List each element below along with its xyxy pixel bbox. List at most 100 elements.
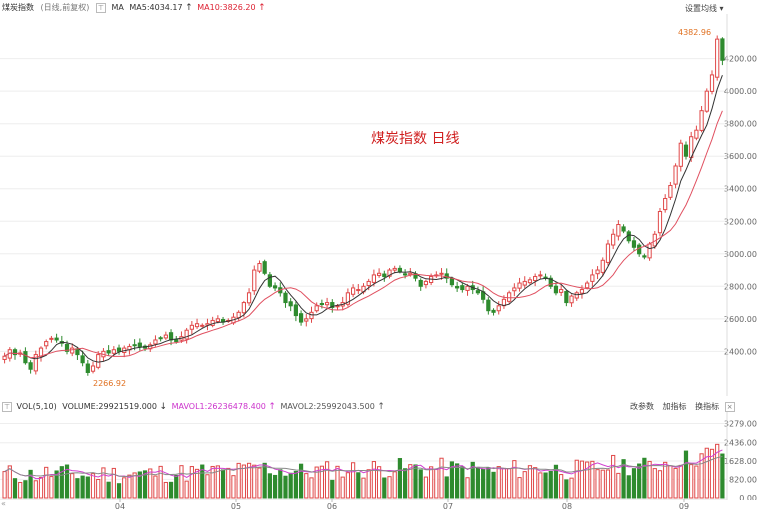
- volume-bar: [283, 475, 288, 499]
- candle-body: [397, 267, 403, 273]
- candle-body: [507, 292, 512, 302]
- volume-bar: [220, 469, 226, 499]
- candle-body: [392, 267, 397, 271]
- volume-bar: [605, 469, 611, 499]
- candle-body: [709, 74, 715, 92]
- ma10-value: MA10:3826.20: [197, 3, 256, 12]
- chart-watermark: 煤炭指数 日线: [371, 131, 460, 147]
- ma10-line: [4, 110, 723, 359]
- candle-body: [418, 279, 423, 287]
- volume-bar: [517, 477, 522, 499]
- volume-bar: [600, 469, 605, 499]
- volume-bar: [54, 470, 59, 499]
- volume-bar: [444, 476, 449, 499]
- candle-body: [70, 347, 75, 354]
- mavol2-up-arrow-icon: ↑: [377, 402, 385, 412]
- volume-bar: [481, 468, 486, 499]
- volume-bar: [226, 467, 231, 499]
- change-params-button[interactable]: 改参数: [630, 402, 654, 411]
- volume-bar: [194, 468, 200, 499]
- candle-body: [262, 261, 267, 274]
- candle-body: [720, 38, 725, 61]
- volume-bar: [460, 466, 465, 499]
- volume-bar: [376, 466, 382, 499]
- volume-bar: [12, 478, 18, 499]
- volume-bar: [330, 479, 335, 499]
- volume-bar: [267, 473, 272, 499]
- volume-bar: [663, 461, 668, 499]
- time-axis: 04 05 06 07 08 09: [0, 499, 727, 511]
- close-icon[interactable]: ×: [724, 401, 735, 412]
- candle-body: [559, 289, 564, 293]
- volume-bar: [64, 464, 70, 499]
- candle-body: [694, 129, 699, 139]
- candle-body: [600, 259, 605, 273]
- volume-bar: [694, 465, 699, 499]
- add-indicator-button[interactable]: 加指标: [662, 402, 687, 411]
- volume-bar: [252, 464, 257, 499]
- candle-body: [356, 289, 361, 292]
- candle-body: [439, 272, 444, 275]
- volume-bar: [715, 443, 720, 499]
- candle-body: [153, 339, 158, 345]
- candle-body: [423, 280, 429, 286]
- volume-bar: [553, 464, 559, 499]
- candle-body: [189, 324, 194, 330]
- volume-bar: [486, 467, 491, 499]
- candle-body: [319, 303, 325, 306]
- volume-bar: [699, 453, 704, 499]
- volume-bar: [465, 477, 470, 499]
- ma-settings-label: 设置均线: [685, 4, 717, 13]
- ma5-value: MA5:4034.17: [129, 3, 183, 12]
- volume-bar: [626, 475, 631, 499]
- volume-bar: [210, 465, 215, 499]
- candle-body: [241, 302, 246, 314]
- candle-body: [402, 273, 408, 276]
- candle-body: [491, 309, 496, 313]
- volume-bar: [189, 466, 194, 499]
- candle-body: [38, 347, 44, 357]
- volume-bar: [314, 466, 319, 499]
- volume-bar: [163, 481, 168, 499]
- candle-body: [335, 305, 340, 308]
- volume-bar: [408, 464, 413, 499]
- chevron-down-icon: ▾: [719, 4, 724, 13]
- volume-bar: [49, 476, 54, 499]
- volume-bar: [429, 466, 434, 499]
- candle-body: [106, 350, 111, 354]
- candle-body: [455, 285, 460, 289]
- candle-body: [330, 302, 335, 308]
- candle-body: [252, 269, 257, 292]
- volume-bar: [585, 461, 590, 499]
- candle-body: [314, 305, 319, 312]
- candle-body: [449, 278, 455, 286]
- volume-bar: [205, 474, 210, 499]
- collapse-toggle-icon[interactable]: ⊤: [95, 2, 106, 13]
- candle-body: [657, 211, 663, 234]
- volume-collapse-toggle-icon[interactable]: ⊤: [2, 401, 12, 412]
- volume-bar: [38, 477, 44, 499]
- volume-bar: [324, 461, 330, 499]
- switch-indicator-button[interactable]: 换指标: [695, 402, 720, 411]
- candle-body: [663, 197, 668, 211]
- candle-body: [267, 274, 272, 287]
- candle-body: [75, 348, 80, 356]
- volume-bar: [356, 472, 361, 499]
- candle-body: [631, 240, 637, 248]
- scroll-left-icon[interactable]: «: [1, 499, 6, 508]
- candle-body: [33, 354, 38, 372]
- y-tick-label: 2400.00: [724, 347, 757, 356]
- volume-y-tick-label: 820.00: [729, 475, 757, 484]
- candlestick-chart[interactable]: 2400.00 2600.00 2800.00 3000.00 3200.00 3400.…: [0, 14, 760, 396]
- volume-bar: [101, 467, 106, 499]
- x-tick-label: 04: [115, 502, 125, 511]
- ma-settings-button[interactable]: 设置均线 ▾: [685, 3, 724, 14]
- candle-body: [80, 355, 85, 364]
- volume-bar: [142, 470, 148, 499]
- candle-body: [272, 285, 278, 289]
- candle-body: [184, 329, 189, 340]
- volume-bar: [647, 460, 652, 499]
- volume-bar: [720, 453, 725, 499]
- candle-body: [699, 110, 704, 131]
- volume-chart[interactable]: 0.00 820.00 1628.00 2436.00 3279.00: [0, 412, 760, 500]
